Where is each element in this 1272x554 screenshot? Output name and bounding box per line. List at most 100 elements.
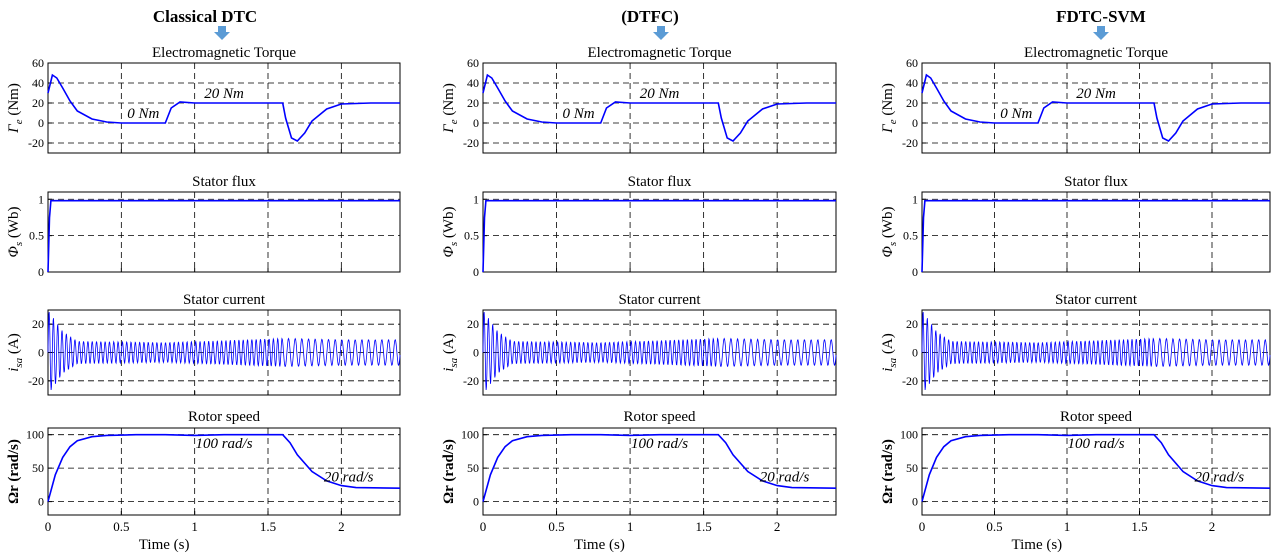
y-tick-label: 60: [32, 56, 44, 70]
y-tick-label: 0: [473, 495, 479, 509]
subplot-title: Stator flux: [1064, 174, 1128, 190]
x-tick-label: 0: [45, 519, 52, 534]
svg-text:Ωr (rad/s): Ωr (rad/s): [880, 439, 896, 504]
x-tick-label: 1: [191, 519, 198, 534]
x-tick-label: 0.5: [113, 519, 129, 534]
svg-text:Γe (Nm): Γe (Nm): [6, 83, 25, 134]
y-tick-label: 0: [912, 265, 918, 279]
y-tick-label: 0: [38, 346, 44, 360]
x-tick-label: 0.5: [986, 519, 1002, 534]
subplot-0-0: Electromagnetic Torque -20 0 20 40 60 0 Nm 20 N…: [28, 45, 401, 154]
y-tick-label: 0.5: [464, 229, 479, 243]
y-tick-label: 1: [38, 192, 44, 206]
plot-frame: [921, 62, 1271, 154]
svg-text:Γe (Nm): Γe (Nm): [441, 83, 460, 134]
y-tick-label: 20: [32, 96, 44, 110]
y-tick-label: 50: [32, 461, 44, 475]
subplot-2-2: Stator current -20 0 20: [902, 292, 1271, 396]
subplot-title: Rotor speed: [188, 409, 261, 425]
svg-text:isa (A): isa (A): [441, 333, 460, 372]
y-tick-label: 0: [912, 346, 918, 360]
y-tick-label: 0.5: [903, 229, 918, 243]
subplot-title: Stator current: [1055, 292, 1138, 308]
x-axis-label: Time (s): [1011, 537, 1062, 553]
x-tick-label: 2: [1209, 519, 1216, 534]
x-tick-label: 1: [1064, 519, 1071, 534]
y-axis-label: Φs (Wb): [441, 206, 460, 257]
x-tick-label: 1.5: [1131, 519, 1147, 534]
y-tick-label: 0: [473, 265, 479, 279]
y-tick-label: 20: [906, 317, 918, 331]
svg-text:isa (A): isa (A): [880, 333, 899, 372]
subplot-title: Rotor speed: [1060, 409, 1133, 425]
subplot-3-0: Rotor speed 0 50 100 0 0.5 1 1.5 2 100 rad/s 20 ra…: [26, 409, 401, 534]
data-line: [921, 312, 1271, 391]
subplot-3-1: Rotor speed 0 50 100 0 0.5 1 1.5 2 100 rad/s 20 ra…: [461, 409, 837, 534]
y-tick-label: 1: [473, 192, 479, 206]
y-tick-label: 20: [467, 317, 479, 331]
data-line: [482, 73, 836, 142]
y-tick-label: 40: [467, 76, 479, 90]
y-tick-label: 20: [467, 96, 479, 110]
annotation: 100 rad/s: [631, 436, 688, 452]
annotation: 0 Nm: [1000, 106, 1032, 122]
y-tick-label: 0: [473, 346, 479, 360]
svg-text:Ωr (rad/s): Ωr (rad/s): [441, 439, 457, 504]
data-line: [482, 199, 836, 273]
y-tick-label: 0: [38, 265, 44, 279]
y-axis-label: isa (A): [6, 333, 25, 372]
x-tick-label: 0: [480, 519, 487, 534]
y-tick-label: -20: [28, 374, 44, 388]
annotation: 100 rad/s: [1067, 436, 1124, 452]
data-line: [482, 433, 837, 502]
subplot-title: Stator current: [618, 292, 701, 308]
y-tick-label: 60: [467, 56, 479, 70]
subplot-title: Electromagnetic Torque: [587, 45, 731, 61]
y-tick-label: 40: [906, 76, 918, 90]
y-tick-label: 50: [906, 461, 918, 475]
y-axis-label: isa (A): [880, 333, 899, 372]
subplot-title: Stator current: [183, 292, 266, 308]
svg-text:isa (A): isa (A): [6, 333, 25, 372]
data-line: [921, 199, 1270, 273]
y-tick-label: 1: [912, 192, 918, 206]
annotation: 20 rad/s: [760, 470, 810, 486]
y-tick-label: 100: [26, 428, 44, 442]
y-tick-label: 50: [467, 461, 479, 475]
y-tick-label: -20: [463, 136, 479, 150]
x-axis-label: Time (s): [139, 537, 190, 553]
subplot-1-1: Stator flux 0 0.5 1: [464, 174, 837, 279]
svg-text:Φs (Wb): Φs (Wb): [880, 206, 899, 257]
x-tick-label: 1.5: [260, 519, 276, 534]
data-line: [47, 433, 401, 502]
data-line: [47, 312, 401, 391]
y-axis-label: Γe (Nm): [441, 83, 460, 134]
data-line: [47, 73, 400, 142]
y-tick-label: 0: [473, 116, 479, 130]
y-tick-label: 0.5: [29, 229, 44, 243]
y-axis-label: Ωr (rad/s): [880, 439, 896, 504]
x-tick-label: 0.5: [548, 519, 564, 534]
plot-frame: [47, 62, 401, 154]
column-heading-fdtc: FDTC-SVM: [1056, 7, 1146, 26]
column-heading-classical: Classical DTC: [153, 7, 257, 26]
x-axis-label: Time (s): [574, 537, 625, 553]
y-axis-label: Γe (Nm): [6, 83, 25, 134]
x-tick-label: 0: [919, 519, 926, 534]
y-tick-label: 20: [32, 317, 44, 331]
annotation: 0 Nm: [127, 106, 159, 122]
svg-text:Ωr (rad/s): Ωr (rad/s): [6, 439, 22, 504]
y-tick-label: -20: [902, 374, 918, 388]
y-tick-label: 100: [461, 428, 479, 442]
data-line: [482, 312, 837, 391]
y-tick-label: 0: [912, 495, 918, 509]
subplot-1-2: Stator flux 0 0.5 1: [903, 174, 1271, 279]
svg-text:Φs (Wb): Φs (Wb): [6, 206, 25, 257]
plot-frame: [482, 191, 837, 273]
y-tick-label: 20: [906, 96, 918, 110]
y-axis-label: Ωr (rad/s): [441, 439, 457, 504]
annotation: 20 Nm: [1076, 86, 1116, 102]
annotation: 20 Nm: [640, 86, 680, 102]
y-tick-label: -20: [28, 136, 44, 150]
